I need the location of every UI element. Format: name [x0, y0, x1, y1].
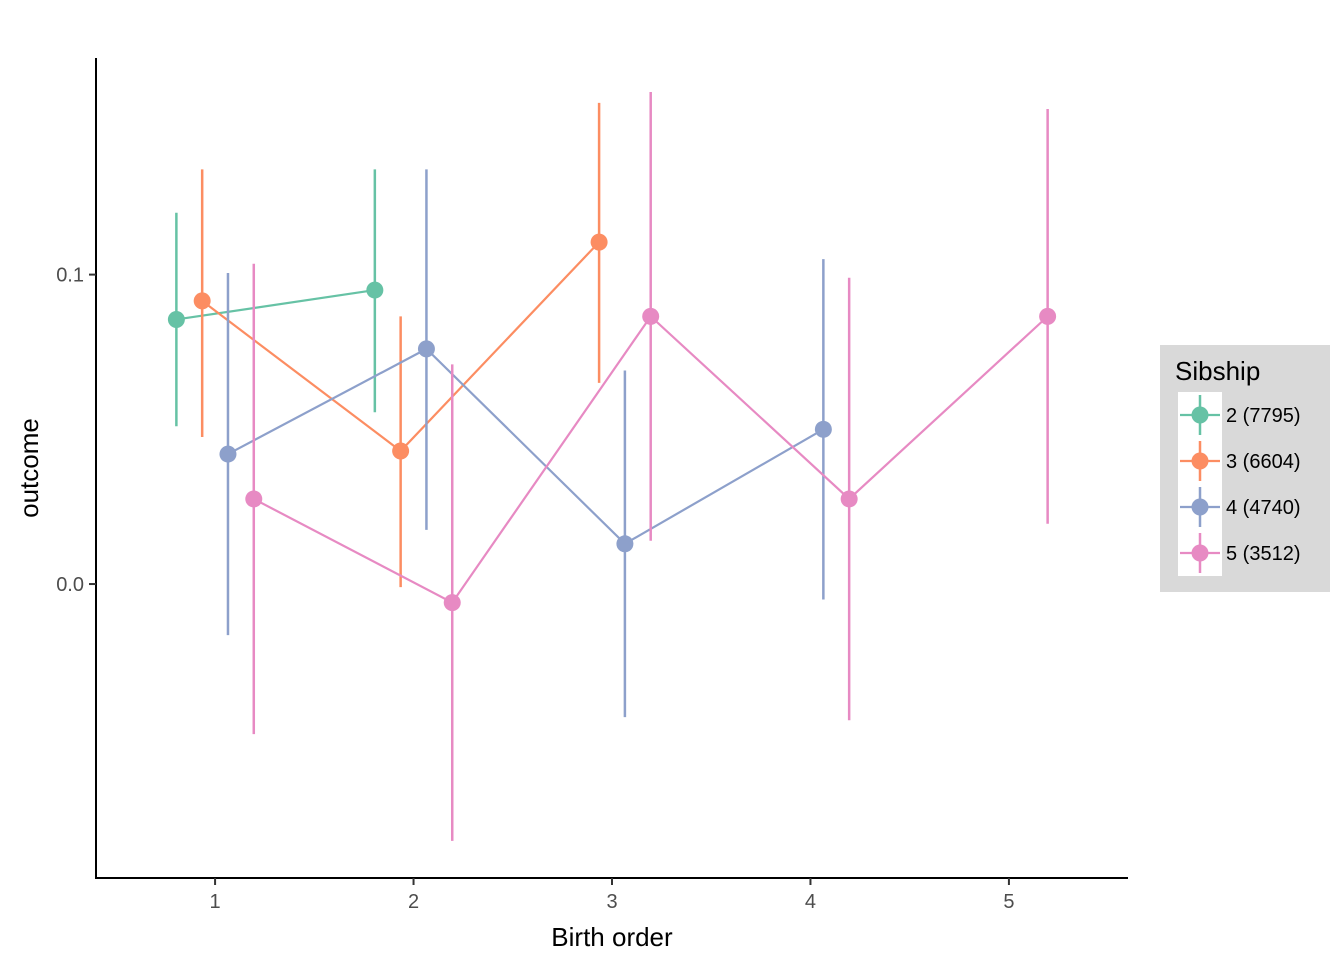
series-group: [167, 169, 384, 427]
series-group: [193, 102, 608, 588]
y-axis-ticks: 0.0 0.1: [56, 265, 96, 596]
y-tick-label: 0.0: [56, 574, 84, 596]
legend-key-point: [1191, 544, 1209, 562]
y-tick-label: 0.1: [56, 265, 84, 287]
data-point: [167, 310, 185, 328]
legend-label: 4 (4740): [1226, 497, 1301, 519]
legend-key-point: [1191, 406, 1209, 424]
legend-title: Sibship: [1175, 356, 1260, 386]
data-point: [814, 420, 832, 438]
legend-label: 2 (7795): [1226, 405, 1301, 427]
legend: Sibship 2 (7795) 3 (6604) 4 (4740) 5 (3512): [1160, 345, 1330, 592]
legend-items: 2 (7795) 3 (6604) 4 (4740) 5 (3512): [1178, 392, 1301, 576]
data-point: [616, 535, 634, 553]
legend-key-point: [1191, 452, 1209, 470]
data-point: [590, 233, 608, 251]
series-layer: [167, 92, 1057, 841]
x-axis-ticks: 1 2 3 4 5: [210, 878, 1014, 913]
data-point: [417, 340, 435, 358]
x-tick-label: 4: [805, 891, 816, 913]
data-point: [642, 307, 660, 325]
legend-label: 3 (6604): [1226, 451, 1301, 473]
plot-area: 1 2 3 4 5 0.0 0.1: [56, 58, 1128, 913]
series-line: [227, 347, 824, 546]
x-tick-label: 1: [210, 891, 221, 913]
data-point: [1039, 307, 1057, 325]
data-point: [193, 292, 211, 310]
x-tick-label: 2: [408, 891, 419, 913]
series-group: [245, 92, 1057, 841]
data-point: [219, 445, 237, 463]
data-point: [840, 490, 858, 508]
x-tick-label: 3: [606, 891, 617, 913]
data-point: [245, 490, 263, 508]
data-point: [366, 281, 384, 299]
x-axis-title: Birth order: [551, 922, 673, 952]
y-axis-title: outcome: [14, 418, 44, 518]
series-group: [219, 169, 832, 718]
series-line: [176, 288, 375, 321]
data-point: [443, 594, 461, 612]
data-point: [392, 442, 410, 460]
legend-label: 5 (3512): [1226, 543, 1301, 565]
x-tick-label: 5: [1003, 891, 1014, 913]
legend-key-point: [1191, 498, 1209, 516]
